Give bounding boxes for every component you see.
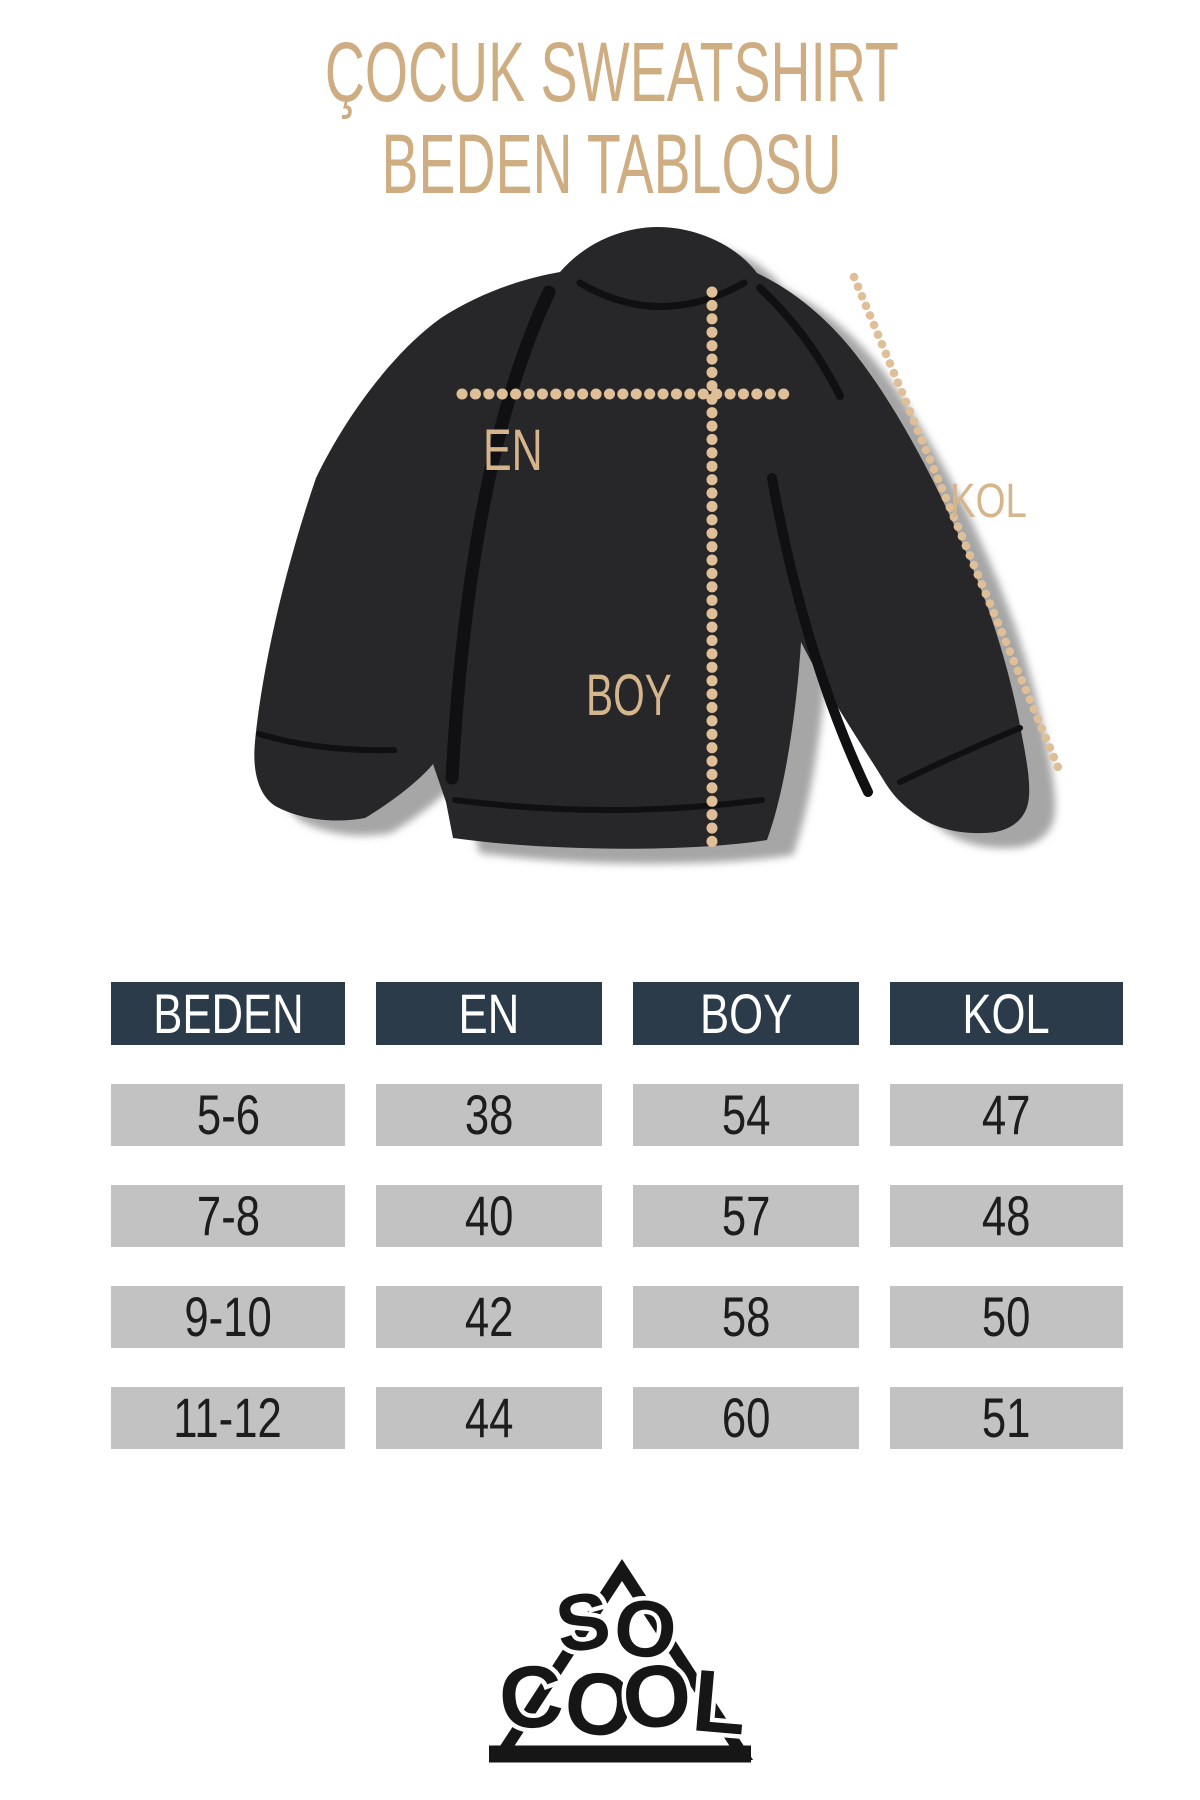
logo-text-so: SO	[550, 1575, 679, 1677]
size-table: BEDEN EN BOY KOL 5-6 38 54 47 7-8 40 57 …	[111, 982, 1123, 1449]
cell-value: 5-6	[196, 1083, 260, 1146]
kol-label: KOL	[950, 475, 1027, 528]
cell-value: 7-8	[196, 1184, 260, 1247]
table-cell: 48	[890, 1185, 1123, 1247]
cell-value: 47	[982, 1083, 1031, 1146]
table-header-kol: KOL	[890, 982, 1123, 1045]
table-header-boy: BOY	[633, 982, 859, 1045]
cell-value: 51	[982, 1386, 1031, 1449]
table-cell: 11-12	[111, 1387, 345, 1449]
cuff-seam-right	[897, 725, 1023, 785]
table-header-en: EN	[376, 982, 602, 1045]
page-title-line-1: ÇOCUK SWEATSHIRT	[0, 30, 1200, 114]
table-cell: 42	[376, 1286, 602, 1348]
collar-seam	[576, 279, 748, 310]
table-cell: 7-8	[111, 1185, 345, 1247]
fold-line-left	[445, 285, 556, 785]
cuff-seam-left	[256, 731, 397, 754]
table-header-en-label: EN	[458, 981, 520, 1045]
boy-label: BOY	[586, 663, 672, 728]
cell-value: 38	[464, 1083, 514, 1146]
page-title-text-1: ÇOCUK SWEATSHIRT	[325, 25, 899, 119]
cell-value: 42	[464, 1285, 514, 1348]
cell-value: 44	[464, 1386, 514, 1449]
table-cell: 60	[633, 1387, 859, 1449]
socool-logo: SO COOL	[489, 1559, 758, 1763]
en-label: EN	[483, 418, 543, 483]
cell-value: 58	[721, 1285, 771, 1348]
table-header-beden: BEDEN	[111, 982, 345, 1045]
cell-value: 54	[721, 1083, 771, 1146]
table-cell: 58	[633, 1286, 859, 1348]
logo-text-cool: COOL	[495, 1644, 749, 1757]
cell-value: 48	[982, 1184, 1031, 1247]
cell-value: 9-10	[184, 1285, 272, 1348]
cell-value: 11-12	[173, 1386, 283, 1449]
cell-value: 60	[721, 1386, 771, 1449]
table-header-beden-label: BEDEN	[152, 981, 304, 1045]
table-header-kol-label: KOL	[962, 981, 1051, 1045]
page-title-text-2: BEDEN TABLOSU	[381, 117, 843, 211]
table-cell: 54	[633, 1084, 859, 1146]
raglan-seam-right	[756, 284, 844, 400]
table-cell: 9-10	[111, 1286, 345, 1348]
sweatshirt-shadow	[280, 242, 1056, 864]
cell-value: 40	[464, 1184, 514, 1247]
hem-seam	[452, 797, 765, 813]
table-cell: 47	[890, 1084, 1123, 1146]
table-cell: 38	[376, 1084, 602, 1146]
kol-measure-line	[849, 272, 1065, 777]
sweatshirt-body	[254, 227, 1030, 849]
table-header-boy-label: BOY	[699, 981, 793, 1045]
page-title-line-2: BEDEN TABLOSU	[0, 122, 1200, 206]
table-cell: 51	[890, 1387, 1123, 1449]
cell-value: 50	[982, 1285, 1031, 1348]
fold-line-right	[767, 473, 873, 797]
table-cell: 40	[376, 1185, 602, 1247]
table-cell: 44	[376, 1387, 602, 1449]
table-cell: 5-6	[111, 1084, 345, 1146]
table-cell: 50	[890, 1286, 1123, 1348]
table-cell: 57	[633, 1185, 859, 1247]
cell-value: 57	[721, 1184, 771, 1247]
